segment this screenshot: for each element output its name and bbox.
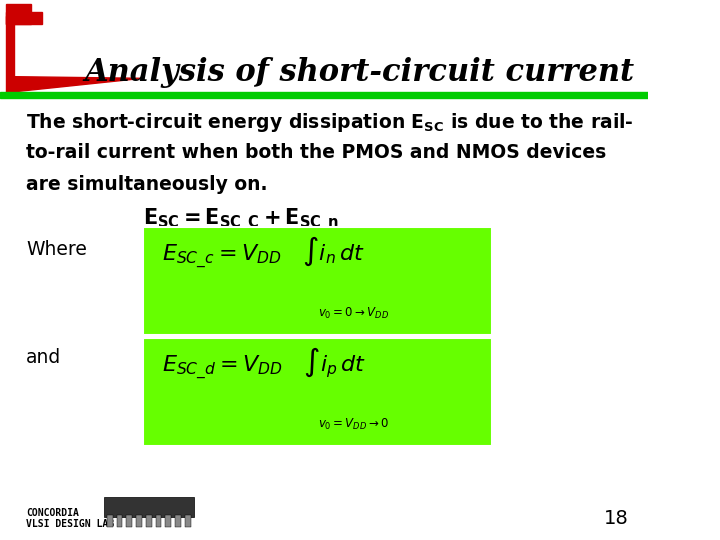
Text: $\mathbf{E_{SC} = E_{SC\_C} + E_{SC\_n}}$: $\mathbf{E_{SC} = E_{SC\_C} + E_{SC\_n}}…	[143, 207, 339, 235]
Bar	[166, 515, 171, 526]
Bar	[117, 515, 122, 526]
Bar	[146, 515, 152, 526]
Text: Analysis of short-circuit current: Analysis of short-circuit current	[84, 57, 634, 89]
Text: Where: Where	[26, 240, 87, 259]
Bar	[6, 16, 14, 92]
Bar	[175, 515, 181, 526]
Text: $v_0 = V_{DD} \rightarrow 0$: $v_0 = V_{DD} \rightarrow 0$	[318, 417, 389, 432]
Text: are simultaneously on.: are simultaneously on.	[26, 176, 267, 194]
Bar	[156, 515, 161, 526]
Bar	[143, 338, 492, 446]
Text: $E_{SC\_d} = V_{DD}\ \ \ \int i_p\,dt$: $E_{SC\_d} = V_{DD}\ \ \ \int i_p\,dt$	[162, 346, 366, 382]
Text: $v_0 = 0 \rightarrow V_{DD}$: $v_0 = 0 \rightarrow V_{DD}$	[318, 306, 389, 321]
Polygon shape	[14, 77, 143, 92]
Text: to-rail current when both the PMOS and NMOS devices: to-rail current when both the PMOS and N…	[26, 143, 606, 162]
Bar	[185, 515, 191, 526]
Text: $E_{SC\_c} = V_{DD}\ \ \ \int i_n\,dt$: $E_{SC\_c} = V_{DD}\ \ \ \int i_n\,dt$	[162, 235, 365, 272]
Bar	[143, 227, 492, 335]
Text: 18: 18	[604, 509, 629, 528]
Text: The short-circuit energy dissipation $\mathbf{E_{SC}}$ is due to the rail-: The short-circuit energy dissipation $\m…	[26, 111, 634, 134]
Text: CONCORDIA
VLSI DESIGN LAB: CONCORDIA VLSI DESIGN LAB	[26, 508, 114, 529]
Text: and: and	[26, 348, 61, 367]
Bar	[127, 515, 132, 526]
Bar	[6, 4, 31, 24]
Bar	[6, 12, 42, 24]
Bar	[136, 515, 142, 526]
Bar	[107, 515, 113, 526]
Bar	[0, 92, 648, 98]
Bar	[104, 497, 194, 517]
